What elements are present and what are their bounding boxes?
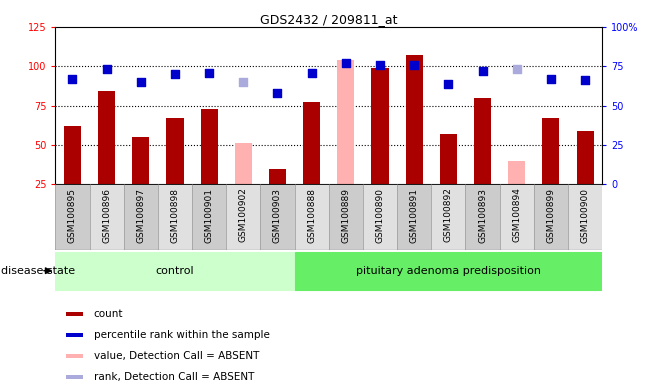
- Bar: [98, 91, 115, 184]
- Point: [272, 90, 283, 96]
- Bar: [397, 184, 432, 250]
- Bar: [294, 252, 602, 290]
- Point: [512, 66, 522, 73]
- Bar: [158, 184, 192, 250]
- Bar: [337, 60, 354, 184]
- Bar: [235, 143, 252, 184]
- Text: GSM100889: GSM100889: [341, 188, 350, 243]
- Point: [375, 61, 385, 68]
- Text: GSM100891: GSM100891: [409, 188, 419, 243]
- Bar: [406, 55, 422, 184]
- Point: [102, 66, 112, 73]
- Text: GSM100898: GSM100898: [171, 188, 180, 243]
- Bar: [55, 184, 89, 250]
- Bar: [269, 169, 286, 184]
- Bar: [303, 103, 320, 184]
- Point: [307, 70, 317, 76]
- Text: GSM100902: GSM100902: [239, 188, 248, 242]
- Point: [340, 60, 351, 66]
- Bar: [440, 134, 457, 184]
- Bar: [227, 184, 260, 250]
- Text: GSM100897: GSM100897: [136, 188, 145, 243]
- Bar: [508, 161, 525, 184]
- Point: [135, 79, 146, 85]
- Text: GSM100895: GSM100895: [68, 188, 77, 243]
- Bar: [66, 333, 83, 337]
- Text: disease state: disease state: [1, 266, 76, 276]
- Text: percentile rank within the sample: percentile rank within the sample: [94, 330, 270, 340]
- Text: GSM100900: GSM100900: [581, 188, 590, 243]
- Point: [238, 79, 249, 85]
- Text: control: control: [156, 266, 194, 276]
- Text: pituitary adenoma predisposition: pituitary adenoma predisposition: [356, 266, 541, 276]
- Bar: [192, 184, 227, 250]
- Bar: [201, 109, 217, 184]
- Bar: [432, 184, 465, 250]
- Text: value, Detection Call = ABSENT: value, Detection Call = ABSENT: [94, 351, 259, 361]
- Point: [546, 76, 556, 82]
- Point: [409, 61, 419, 68]
- Bar: [64, 126, 81, 184]
- Text: GSM100888: GSM100888: [307, 188, 316, 243]
- Text: GSM100903: GSM100903: [273, 188, 282, 243]
- Bar: [260, 184, 295, 250]
- Bar: [132, 137, 149, 184]
- Bar: [66, 354, 83, 358]
- Bar: [474, 98, 491, 184]
- Text: count: count: [94, 309, 123, 319]
- Text: GSM100899: GSM100899: [546, 188, 555, 243]
- Title: GDS2432 / 209811_at: GDS2432 / 209811_at: [260, 13, 398, 26]
- Text: GSM100890: GSM100890: [376, 188, 385, 243]
- Point: [170, 71, 180, 77]
- Bar: [542, 118, 559, 184]
- Bar: [329, 184, 363, 250]
- Text: GSM100901: GSM100901: [204, 188, 214, 243]
- Bar: [372, 68, 389, 184]
- Text: GSM100896: GSM100896: [102, 188, 111, 243]
- Bar: [66, 311, 83, 316]
- Text: GSM100894: GSM100894: [512, 188, 521, 242]
- Bar: [90, 184, 124, 250]
- Bar: [465, 184, 500, 250]
- Point: [477, 68, 488, 74]
- Bar: [534, 184, 568, 250]
- Bar: [124, 184, 158, 250]
- Bar: [294, 184, 329, 250]
- Bar: [66, 375, 83, 379]
- Bar: [363, 184, 397, 250]
- Bar: [55, 252, 294, 290]
- Bar: [500, 184, 534, 250]
- Text: GSM100892: GSM100892: [444, 188, 453, 242]
- Bar: [167, 118, 184, 184]
- Bar: [568, 184, 602, 250]
- Point: [443, 81, 454, 87]
- Point: [204, 70, 214, 76]
- Text: GSM100893: GSM100893: [478, 188, 487, 243]
- Point: [67, 76, 77, 82]
- Text: rank, Detection Call = ABSENT: rank, Detection Call = ABSENT: [94, 372, 254, 382]
- Bar: [577, 131, 594, 184]
- Point: [580, 77, 590, 83]
